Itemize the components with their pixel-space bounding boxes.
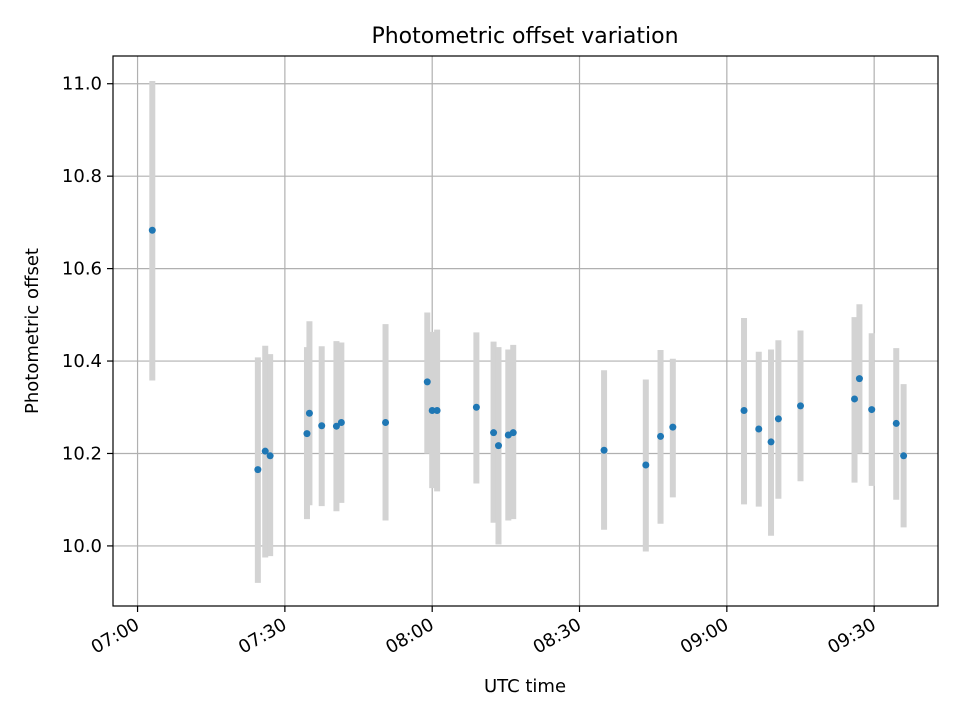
data-point [148,226,156,234]
grid [113,56,938,606]
data-point [305,409,313,417]
data-point [797,402,804,410]
data-point [337,419,345,427]
data-points [148,226,908,474]
x-axis-label: UTC time [484,676,566,697]
data-point [318,422,326,430]
data-point [382,419,390,427]
data-point [261,447,269,455]
data-point [254,466,262,474]
data-point [774,415,782,423]
data-point [332,422,340,430]
data-point [600,446,608,454]
data-point [767,438,775,446]
y-tick-label: 10.2 [62,443,102,464]
y-tick-label: 10.6 [62,259,102,280]
data-point [855,375,863,383]
data-point [669,423,677,431]
y-axis-label: Photometric offset [22,248,43,414]
data-point [494,442,502,450]
data-point [642,461,650,469]
data-point [755,425,763,433]
data-point [433,406,441,414]
y-tick-label: 10.4 [62,351,102,372]
data-point [490,429,498,437]
data-point [472,403,480,411]
chart-title: Photometric offset variation [371,24,678,49]
data-point [509,429,517,437]
data-point [303,430,311,438]
data-point [266,452,274,460]
data-point [423,378,431,386]
data-point [868,406,876,414]
y-tick-label: 10.8 [62,166,102,187]
y-tick-label: 10.0 [62,536,102,557]
data-point [892,419,900,427]
data-point [851,395,859,403]
plot-frame [112,55,939,607]
y-tick-label: 11.0 [62,74,102,95]
data-point [428,406,436,414]
plot-area-background [113,56,938,606]
data-point [740,406,748,414]
y-axis-ticks: 10.0 10.2 10.4 10.6 10.8 11.0 [62,74,113,557]
data-point [900,452,908,460]
data-point [657,432,665,440]
